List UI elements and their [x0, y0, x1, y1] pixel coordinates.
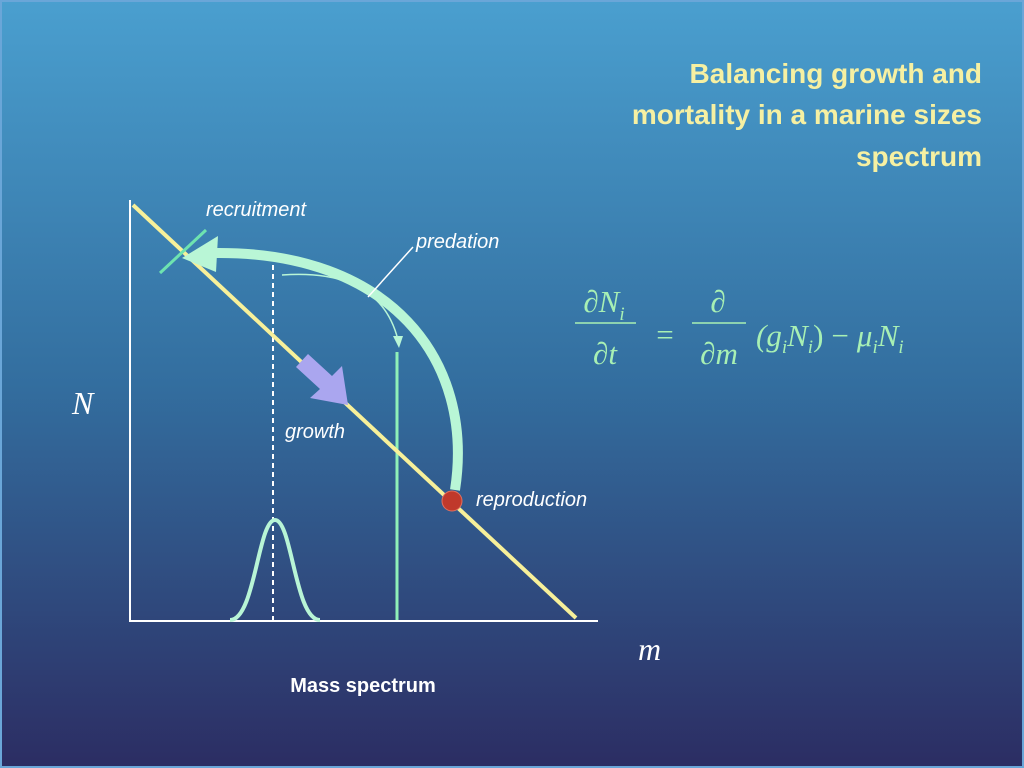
eq-part: −: [831, 318, 848, 353]
predation-arrowhead: [393, 336, 403, 348]
eq-part: ∂: [710, 284, 725, 319]
label: reproduction: [476, 489, 587, 511]
eq-sub: i: [872, 337, 877, 358]
bell-curve: [229, 517, 321, 622]
diagram: recruitment predation growth reproductio…: [71, 199, 661, 697]
recruitment-tick: [158, 228, 208, 275]
eq-part: ∂N: [583, 284, 621, 319]
leader-line: [367, 246, 414, 298]
cycle-arrowhead: [182, 236, 218, 272]
eq-part: (g: [756, 318, 782, 353]
label: growth: [285, 421, 345, 443]
eq-part: N: [877, 318, 901, 353]
eq-part: ∂m: [700, 336, 738, 371]
eq-part: ): [813, 318, 823, 353]
reproduction-dot: [441, 490, 463, 512]
eq-part: N: [786, 318, 810, 353]
equation: ∂Ni ∂t = ∂ ∂m (giNi) − μiNi: [575, 284, 904, 371]
eq-sub: i: [782, 337, 787, 358]
predation-arc: [281, 273, 399, 341]
eq-part: =: [656, 317, 673, 352]
eq-sub: i: [808, 337, 813, 358]
eq-sub: i: [898, 337, 903, 358]
title-line: spectrum: [856, 141, 982, 172]
eq-part: ∂t: [593, 336, 618, 371]
label: predation: [415, 231, 499, 253]
x-axis-label: m: [638, 631, 661, 667]
y-axis-label: N: [71, 385, 95, 421]
caption: Mass spectrum: [290, 675, 436, 697]
eq-part: ∂Ni: [583, 284, 624, 325]
eq-sub: i: [619, 304, 624, 325]
eq-term: (giNi) − μiNi: [756, 318, 904, 358]
spectrum-line: [131, 203, 578, 620]
eq-part: μ: [856, 318, 873, 353]
title-line: Balancing growth and: [690, 58, 982, 89]
label: recruitment: [206, 199, 307, 221]
growth-arrow: [296, 354, 348, 405]
cycle-arrow: [211, 247, 463, 491]
title-line: mortality in a marine sizes: [632, 99, 982, 130]
